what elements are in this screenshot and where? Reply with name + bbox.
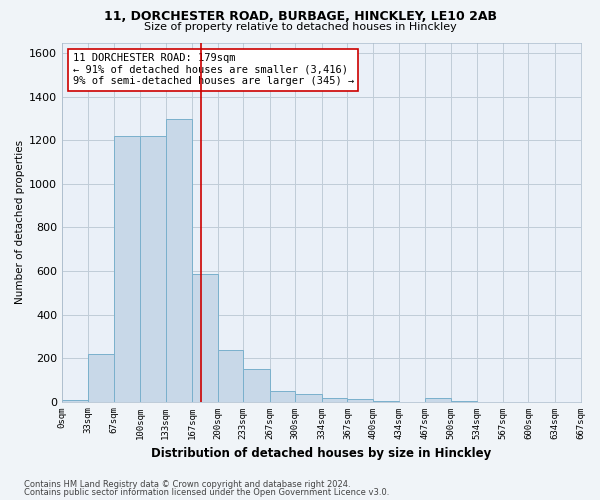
- Bar: [295, 394, 322, 402]
- Bar: [62, 400, 88, 402]
- Text: Contains public sector information licensed under the Open Government Licence v3: Contains public sector information licen…: [24, 488, 389, 497]
- Text: 11, DORCHESTER ROAD, BURBAGE, HINCKLEY, LE10 2AB: 11, DORCHESTER ROAD, BURBAGE, HINCKLEY, …: [104, 10, 497, 23]
- X-axis label: Distribution of detached houses by size in Hinckley: Distribution of detached houses by size …: [151, 447, 491, 460]
- Bar: [114, 136, 140, 402]
- Bar: [166, 118, 192, 402]
- Bar: [269, 390, 295, 402]
- Text: 11 DORCHESTER ROAD: 179sqm
← 91% of detached houses are smaller (3,416)
9% of se: 11 DORCHESTER ROAD: 179sqm ← 91% of deta…: [73, 54, 354, 86]
- Bar: [243, 369, 269, 402]
- Text: Size of property relative to detached houses in Hinckley: Size of property relative to detached ho…: [143, 22, 457, 32]
- Bar: [347, 400, 373, 402]
- Y-axis label: Number of detached properties: Number of detached properties: [15, 140, 25, 304]
- Bar: [192, 274, 218, 402]
- Text: Contains HM Land Registry data © Crown copyright and database right 2024.: Contains HM Land Registry data © Crown c…: [24, 480, 350, 489]
- Bar: [140, 136, 166, 402]
- Bar: [88, 354, 114, 402]
- Bar: [425, 398, 451, 402]
- Bar: [218, 350, 243, 402]
- Bar: [322, 398, 347, 402]
